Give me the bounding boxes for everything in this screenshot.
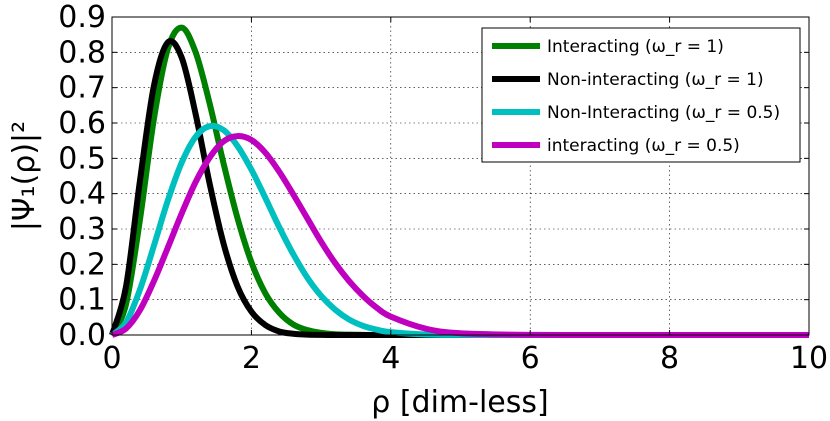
x-tick-label: 6 [521,341,540,376]
y-tick-label: 0.2 [58,247,106,282]
legend-items: Interacting (ω_r = 1) Non-interacting (ω_… [492,37,780,156]
x-axis-label: ρ [dim-less] [371,385,548,420]
x-tick-label: 8 [660,341,679,376]
y-tick-label: 0.7 [58,71,106,106]
legend: Interacting (ω_r = 1) Non-interacting (ω_… [481,27,801,163]
x-tick-label: 0 [102,341,121,376]
x-tick-label: 4 [381,341,400,376]
y-tick-label: 0.0 [58,318,106,353]
legend-label: Non-Interacting (ω_r = 0.5) [547,103,780,123]
axis-ticks [111,16,810,336]
y-tick-labels: 0.00.10.20.30.40.50.60.70.80.9 [58,0,106,353]
y-tick-label: 0.3 [58,212,106,247]
legend-label: Non-interacting (ω_r = 1) [547,70,764,90]
series-line-4 [110,133,809,338]
x-tick-label: 2 [242,341,261,376]
plot-frame [111,16,810,336]
legend-label: interacting (ω_r = 0.5) [547,136,740,156]
y-tick-label: 0.9 [58,0,106,35]
legend-label: Interacting (ω_r = 1) [547,37,724,57]
y-tick-label: 0.6 [58,106,106,141]
y-axis-label: |Ψ₁(ρ)|² [7,121,42,231]
x-tick-label: 10 [790,341,828,376]
legend-frame [481,27,801,163]
y-tick-label: 0.8 [58,35,106,70]
x-tick-labels: 0 2 4 6 8 10 [102,341,828,376]
y-tick-label: 0.4 [58,177,106,212]
y-tick-label: 0.5 [58,141,106,176]
y-tick-label: 0.1 [58,283,106,318]
